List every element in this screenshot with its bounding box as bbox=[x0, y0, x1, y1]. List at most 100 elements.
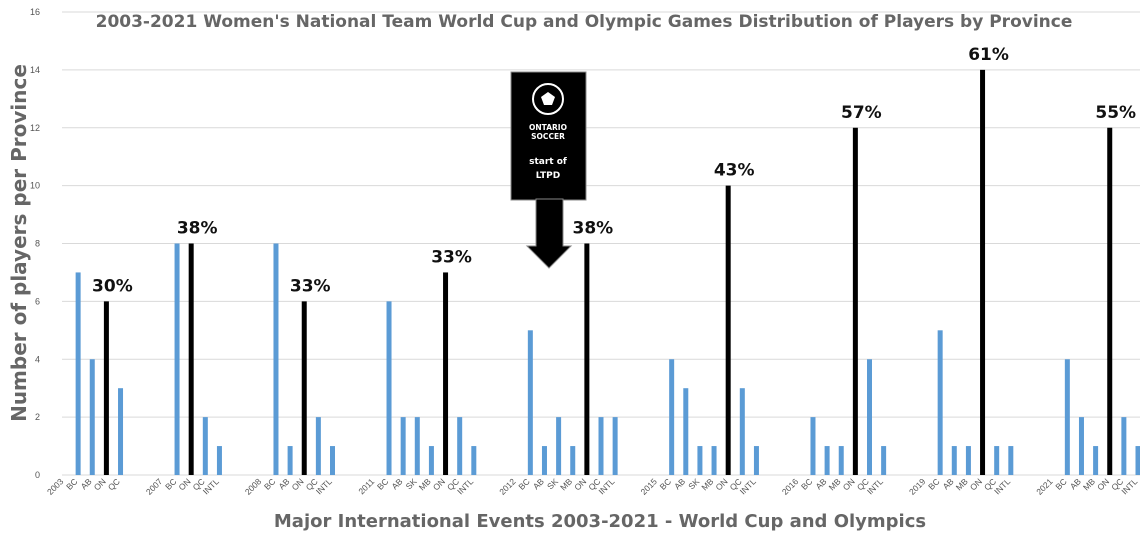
x-tick-label: BC bbox=[163, 476, 178, 491]
x-tick-label: ON bbox=[92, 476, 108, 492]
x-tick-label: AB bbox=[941, 476, 956, 491]
bar-province bbox=[867, 359, 872, 475]
bar-province bbox=[457, 417, 463, 475]
bar-province bbox=[89, 359, 95, 475]
bar-province bbox=[881, 446, 887, 475]
x-tick-label: BC bbox=[799, 476, 814, 491]
bar-province bbox=[838, 446, 844, 475]
bar-province bbox=[216, 446, 222, 475]
soccer-ball-pentagon bbox=[541, 92, 555, 105]
x-tick-label: BC bbox=[516, 476, 531, 491]
x-tick-label: SK bbox=[686, 476, 701, 491]
x-tick-label: ON bbox=[714, 476, 730, 492]
y-tick-label: 0 bbox=[35, 470, 40, 480]
x-tick-label: INTL bbox=[865, 476, 885, 496]
annotation-text-line2: LTPD bbox=[536, 171, 560, 181]
x-tick-label: AB bbox=[672, 476, 687, 491]
logo-text-line1: ONTARIO bbox=[529, 123, 567, 132]
bar-province bbox=[1078, 417, 1084, 475]
x-tick-event-label: 2008 bbox=[243, 476, 264, 497]
x-tick-label: SK bbox=[404, 476, 419, 491]
bar-ontario bbox=[980, 69, 986, 475]
bar-province bbox=[471, 446, 477, 475]
bar-province bbox=[386, 301, 392, 475]
x-tick-label: ON bbox=[290, 476, 306, 492]
x-tick-event-label: 2003 bbox=[45, 476, 66, 497]
bar-province bbox=[669, 359, 675, 475]
bar-ontario bbox=[725, 185, 731, 475]
bar-province bbox=[118, 388, 124, 475]
x-axis-label: Major International Events 2003-2021 - W… bbox=[274, 511, 926, 532]
bar-province bbox=[273, 243, 279, 475]
chart-title: 2003-2021 Women's National Team World Cu… bbox=[96, 12, 1073, 32]
bar-province bbox=[287, 446, 293, 475]
y-tick-label: 6 bbox=[35, 296, 40, 306]
x-tick-label: BC bbox=[926, 476, 941, 491]
x-tick-label: INTL bbox=[1119, 476, 1139, 496]
x-tick-label: BC bbox=[1053, 476, 1068, 491]
y-tick-label: 14 bbox=[30, 65, 40, 75]
x-tick-event-label: 2021 bbox=[1034, 476, 1055, 497]
x-tick-label: ON bbox=[1095, 476, 1111, 492]
y-tick-label: 16 bbox=[30, 7, 40, 17]
x-tick-label: ON bbox=[572, 476, 588, 492]
bar-province bbox=[330, 446, 335, 475]
x-tick-label: BC bbox=[262, 476, 277, 491]
x-tick-event-label: 2007 bbox=[144, 476, 165, 497]
bar-province bbox=[527, 330, 533, 475]
x-tick-label: INTL bbox=[314, 476, 334, 496]
x-tick-event-label: 2012 bbox=[497, 476, 518, 497]
bar-province bbox=[1135, 446, 1140, 475]
x-tick-label: ON bbox=[841, 476, 857, 492]
x-tick-label: BC bbox=[64, 476, 79, 491]
percent-data-label: 61% bbox=[968, 45, 1009, 65]
x-tick-label: ON bbox=[431, 476, 447, 492]
y-tick-label: 2 bbox=[35, 412, 40, 422]
bar-province bbox=[202, 417, 208, 475]
y-tick-label: 12 bbox=[30, 123, 40, 133]
x-tick-label: INTL bbox=[738, 476, 758, 496]
bar-province bbox=[541, 446, 547, 475]
x-tick-label: INTL bbox=[455, 476, 475, 496]
x-tick-event-label: 2019 bbox=[907, 476, 928, 497]
x-tick-label: AB bbox=[813, 476, 828, 491]
x-tick-label: QC bbox=[106, 476, 122, 492]
bar-province bbox=[612, 417, 618, 475]
bar-province bbox=[428, 446, 434, 475]
bar-province bbox=[711, 446, 717, 475]
bar-province bbox=[598, 417, 604, 475]
bar-province bbox=[753, 446, 759, 475]
x-tick-label: BC bbox=[375, 476, 390, 491]
annotation-text-line1: start of bbox=[529, 157, 567, 167]
bar-province bbox=[810, 417, 816, 475]
bar-province bbox=[570, 446, 576, 475]
x-tick-label: INTL bbox=[992, 476, 1012, 496]
x-tick-label: ON bbox=[177, 476, 193, 492]
bar-province bbox=[1064, 359, 1070, 475]
x-tick-event-label: 2016 bbox=[780, 476, 801, 497]
bar-province bbox=[75, 272, 81, 475]
x-tick-label: INTL bbox=[596, 476, 616, 496]
bar-province bbox=[965, 446, 971, 475]
bar-ontario bbox=[301, 301, 307, 475]
bar-ontario bbox=[443, 272, 449, 475]
bar-province bbox=[1093, 446, 1099, 475]
percent-data-label: 33% bbox=[431, 247, 472, 267]
soccer-ball-icon bbox=[532, 83, 564, 115]
bar-province bbox=[556, 417, 562, 475]
x-tick-label: AB bbox=[389, 476, 404, 491]
bar-ontario bbox=[1107, 127, 1113, 475]
x-tick-label: AB bbox=[276, 476, 291, 491]
bar-ontario bbox=[188, 243, 194, 475]
bar-province bbox=[824, 446, 830, 475]
bar-province bbox=[994, 446, 1000, 475]
down-arrow-icon bbox=[525, 198, 573, 269]
x-tick-label: AB bbox=[1068, 476, 1083, 491]
logo-text-line2: SOCCER bbox=[531, 132, 565, 141]
x-tick-label: AB bbox=[79, 476, 94, 491]
x-tick-label: INTL bbox=[201, 476, 221, 496]
percent-data-label: 57% bbox=[841, 103, 882, 123]
bar-province bbox=[174, 243, 180, 475]
